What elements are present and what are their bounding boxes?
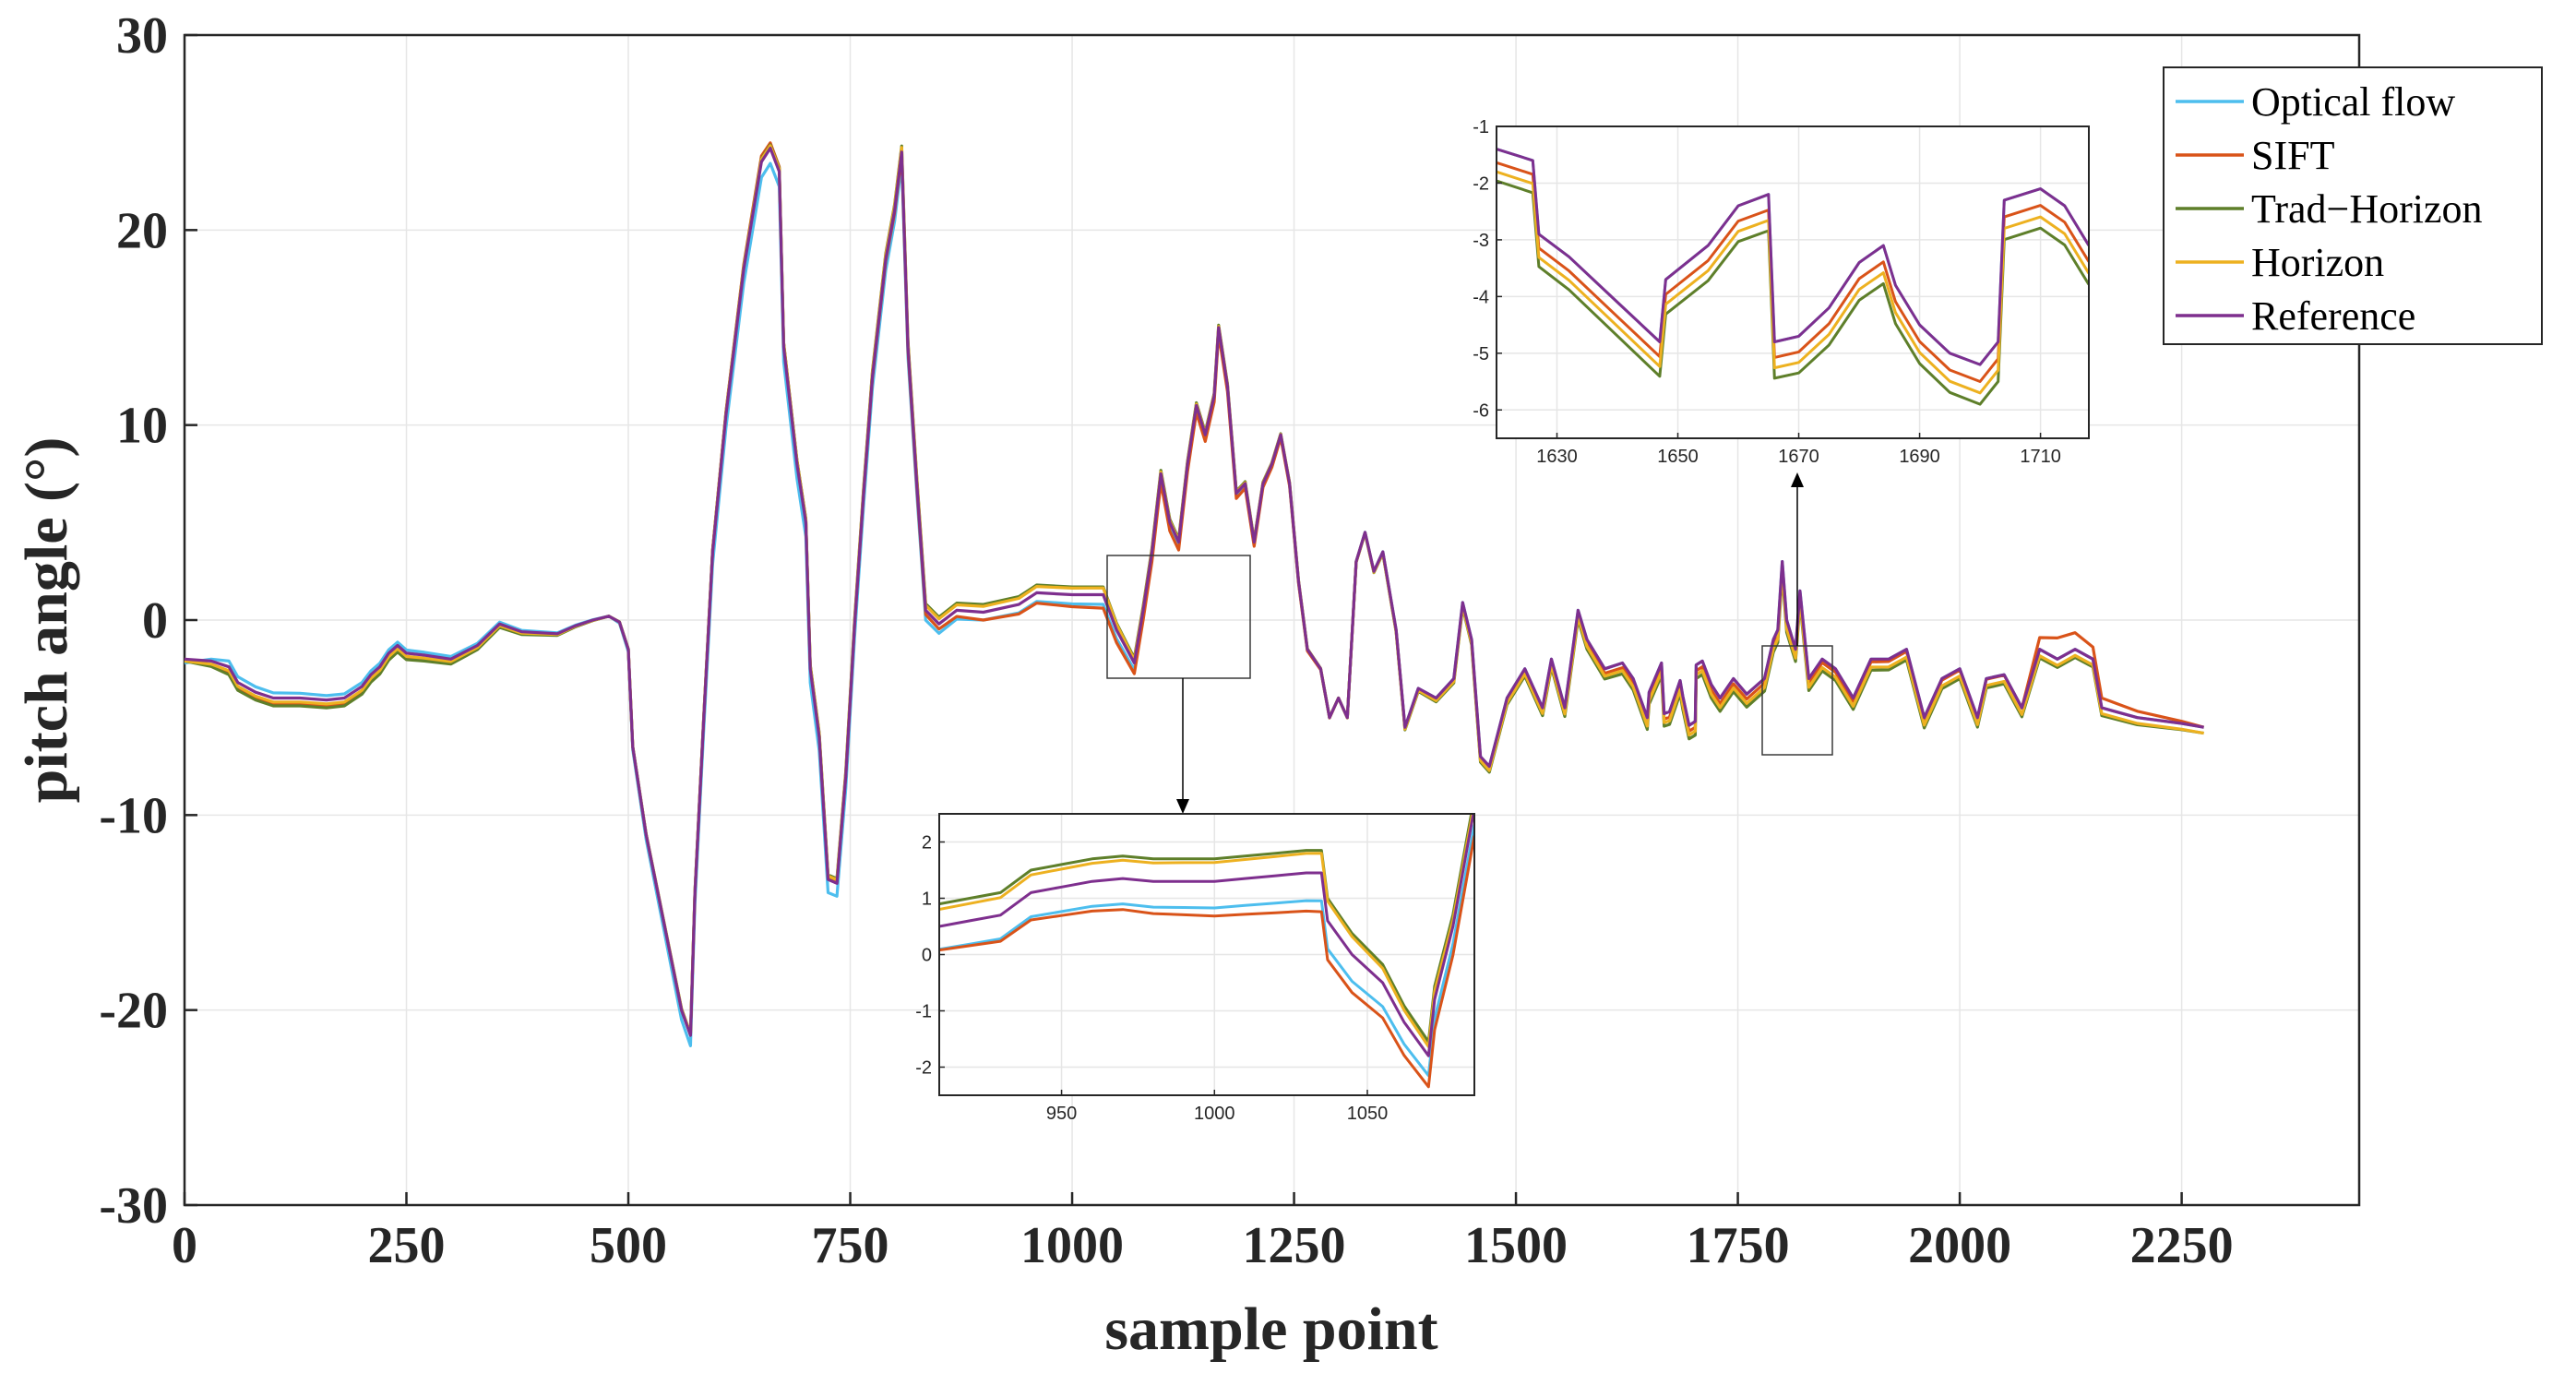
x-tick-label: 0 [172,1217,197,1274]
inset-y-tick-label: -4 [1473,287,1489,307]
inset-x-tick-label: 1670 [1778,447,1819,467]
main-x-tick-labels: 0 250 500 750 1000 1250 1500 1750 2000 2250 [172,1192,2234,1274]
x-tick-label: 1000 [1020,1217,1124,1274]
legend-label: Trad−Horizon [2251,186,2483,232]
series-line-reference [184,147,2204,1037]
inset-series-line-sift [939,835,1474,1089]
zoom-arrow-2-head [1791,472,1804,487]
inset-x-tick-label: 1690 [1899,447,1940,467]
x-tick-label: 250 [368,1217,446,1274]
inset-series-line-horizon [939,814,1474,1048]
legend-box [2163,66,2543,345]
y-tick-label: 20 [116,202,168,259]
x-tick-label: 500 [590,1217,667,1274]
inset-y-tick-label: 2 [922,833,932,854]
inset-series-line-horizon [1497,170,2089,395]
inset-y-tick-label: -2 [1473,173,1489,194]
inset-series-line-trad-horizon [939,814,1473,1044]
y-tick-label: 30 [116,7,168,65]
legend-label: Horizon [2251,240,2384,285]
inset-y-tick-label: -6 [1473,400,1489,421]
x-tick-label: 2250 [2130,1217,2234,1274]
x-tick-label: 750 [812,1217,889,1274]
inset-x-tick-label: 1650 [1657,447,1699,467]
legend-label: Reference [2251,293,2415,339]
inset-x-tick-label: 1050 [1347,1104,1389,1124]
y-axis-label: pitch angle (°) [13,437,80,804]
x-tick-label: 2000 [1908,1217,2011,1274]
y-tick-label: -10 [99,787,168,844]
inset-zoom-950-1050: 950 1000 1050 2 1 0 -1 -2 [915,813,1475,1124]
inset-y-tick-label: -1 [1473,117,1489,137]
legend-label: Optical flow [2251,79,2455,125]
inset-y-tick-label: -3 [1473,231,1489,251]
inset-y-tick-label: -2 [915,1058,932,1079]
inset-x-tick-label: 1710 [2020,447,2061,467]
inset-zoom-1630-1710: 1630 1650 1670 1690 1710 -1 -2 -3 -4 -5 -6 [1473,117,2090,467]
main-y-tick-labels: 30 20 10 0 -10 -20 -30 [99,7,197,1235]
zoom-arrow-1-head [1176,799,1189,814]
inset-series-line-reference [1497,148,2089,366]
legend: Optical flow SIFT Trad−Horizon Horizon Refer… [2163,66,2543,345]
inset-x-tick-label: 1630 [1536,447,1578,467]
y-tick-label: -20 [99,983,168,1040]
inset-series-line-optical-flow [939,824,1474,1078]
x-tick-label: 1750 [1687,1217,1790,1274]
inset-y-tick-label: 1 [922,890,932,910]
y-tick-label: 10 [116,398,168,455]
y-tick-label: -30 [99,1177,168,1235]
inset-y-tick-label: -5 [1473,344,1489,364]
inset-y-tick-label: 0 [922,946,932,966]
inset-y-tick-label: -1 [915,1002,932,1022]
inset-x-tick-label: 1000 [1194,1104,1235,1124]
x-axis-label: sample point [1104,1295,1437,1363]
legend-label: SIFT [2251,133,2335,178]
zoom-box-1 [1106,555,1251,679]
inset-series-line-reference [939,814,1474,1057]
x-tick-label: 1250 [1243,1217,1346,1274]
y-tick-label: 0 [142,592,168,650]
main-series [184,141,2205,1047]
x-tick-label: 1500 [1464,1217,1568,1274]
inset-x-tick-label: 950 [1046,1104,1077,1124]
